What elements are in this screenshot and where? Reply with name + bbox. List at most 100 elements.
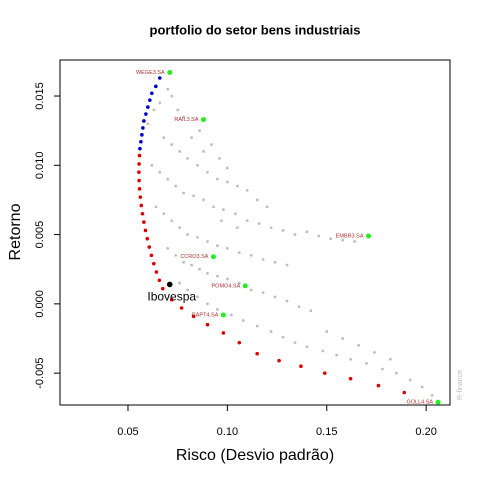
frontier-point [348,376,353,381]
portfolio-point [225,180,229,184]
frontier-point [137,178,141,183]
portfolio-point [341,337,345,340]
portfolio-point [353,240,356,243]
frontier-point [150,91,154,96]
portfolio-point [349,357,353,361]
portfolio-point [388,357,392,361]
portfolio-point [235,226,239,230]
portfolio-point [325,330,329,333]
portfolio-point [245,188,249,192]
frontier-point [179,306,184,310]
portfolio-point [216,274,219,278]
portfolio-point [166,247,170,250]
portfolio-point [249,253,253,257]
portfolio-point [196,295,199,299]
frontier-point [376,383,381,388]
frontier-point [140,133,144,137]
frontier-point [205,322,210,327]
portfolio-point [178,150,182,153]
portfolio-point [218,156,221,160]
portfolio-point [341,238,345,242]
asset-point [201,117,207,123]
frontier-point [147,245,152,249]
portfolio-point [206,240,209,243]
portfolio-point [261,291,265,295]
portfolio-point [245,219,249,223]
frontier-point [138,146,142,151]
portfolio-point [381,367,384,371]
frontier-point [322,371,327,375]
portfolio-point [229,313,233,317]
portfolio-point [309,309,313,313]
frontier-point [154,270,159,274]
portfolio-point [150,163,154,167]
frontier-point [142,119,146,123]
portfolio-point [182,115,186,119]
portfolio-point [220,219,223,223]
frontier-point [145,236,150,241]
x-tick-label: 0.20 [415,426,436,438]
portfolio-point [261,258,265,261]
portfolio-point [255,198,259,202]
portfolio-point [210,143,213,146]
portfolio-point [196,163,199,167]
portfolio-point [285,263,289,267]
portfolio-point [285,299,289,303]
portfolio-point [186,156,190,160]
portfolio-point [269,330,273,333]
asset-point [435,399,441,405]
chart-title: portfolio do setor bens industriais [150,22,361,37]
portfolio-point [237,281,241,285]
frontier-point [148,98,152,102]
frontier-point [221,331,226,335]
frontier-point [140,211,145,216]
portfolio-point [182,191,186,195]
x-tick-label: 0.10 [217,426,238,438]
portfolio-point [146,122,150,126]
portfolio-point [225,247,229,250]
portfolio-point [186,233,190,236]
x-tick-label: 0.15 [316,426,337,438]
frontier-point [160,286,165,291]
portfolio-point [257,222,261,225]
portfolio-point [162,212,166,216]
frontier-point [255,351,259,356]
portfolio-point [198,267,201,271]
portfolio-point [196,235,199,239]
portfolio-point [233,212,237,216]
frontier-point [137,187,142,191]
portfolio-point [255,324,259,328]
portfolio-point [305,345,309,349]
portfolio-point [158,170,162,174]
frontier-point [137,153,142,158]
frontier-point [152,261,156,266]
portfolio-point [420,385,424,389]
asset-label: RAPT4.SA [192,312,219,318]
portfolio-point [297,305,301,309]
asset-label: GOLL4.SA [406,400,433,406]
portfolio-point [212,205,215,209]
portfolio-point [170,219,174,223]
portfolio-point [357,344,360,347]
frontier-point [141,126,145,130]
frontier-point [138,195,143,199]
frontier-point [299,364,303,369]
asset-label: RAIL3.SA [174,117,198,123]
y-tick-label: 0.005 [34,221,46,249]
portfolio-point [237,251,241,254]
portfolio-point [293,233,297,236]
frontier-point [143,228,148,233]
portfolio-point [162,136,166,139]
asset-label: POMO4.SA [212,283,241,289]
y-tick-label: -0.005 [34,358,46,389]
portfolio-point [178,226,182,230]
portfolio-point [430,393,434,397]
portfolio-point [335,353,339,357]
frontier-point [146,105,150,109]
frontier-point [137,162,141,166]
y-tick-label: 0.015 [34,82,46,110]
portfolio-point [166,87,170,91]
x-axis-label: Risco (Desvio padrão) [176,447,334,464]
plot-frame [59,59,451,406]
portfolio-point [154,205,158,209]
